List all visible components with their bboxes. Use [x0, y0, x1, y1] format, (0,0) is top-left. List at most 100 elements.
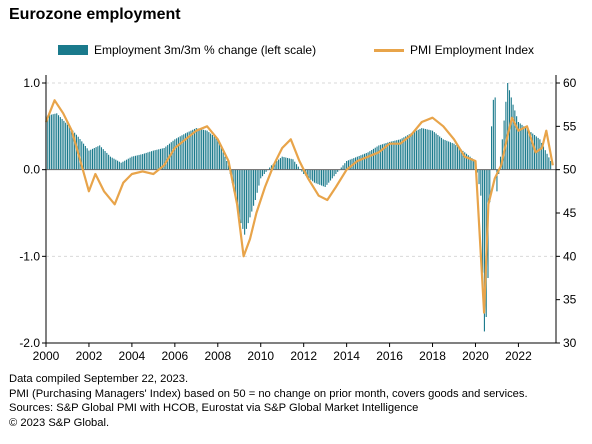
employment-bar — [371, 150, 373, 170]
employment-bar — [84, 145, 86, 170]
employment-bar — [496, 169, 498, 192]
employment-bar — [90, 149, 92, 170]
employment-bar — [516, 116, 518, 170]
employment-bar — [313, 169, 315, 183]
employment-bars — [45, 83, 552, 332]
notes: Data compiled September 22, 2023. PMI (P… — [9, 372, 528, 430]
employment-bar — [525, 127, 527, 170]
employment-bar — [159, 148, 162, 170]
employment-bar — [372, 148, 375, 170]
employment-bar — [202, 129, 205, 170]
bottom-axis-tick-label: 2016 — [376, 349, 403, 363]
chart-area: 1.0 0.0 -1.0 -2.0 60 55 50 45 40 35 30 2000 2002 2004… — [19, 75, 577, 363]
employment-bar — [190, 130, 192, 170]
employment-bar — [208, 132, 210, 170]
employment-bar — [279, 158, 281, 170]
note-compiled: Data compiled September 22, 2023. — [9, 373, 189, 385]
employment-bar — [145, 152, 147, 170]
pmi-line-path — [44, 99, 554, 314]
right-axis-tick-label: 30 — [563, 336, 577, 350]
employment-bar — [86, 148, 88, 170]
employment-bar — [378, 145, 380, 170]
employment-bar — [109, 156, 111, 170]
employment-bar — [278, 159, 280, 170]
employment-bar — [387, 142, 389, 170]
employment-bar — [312, 169, 314, 182]
employment-bar — [344, 163, 346, 170]
employment-bar — [501, 139, 503, 170]
employment-bar — [163, 148, 165, 170]
employment-bar — [235, 169, 237, 200]
employment-bar — [213, 136, 215, 170]
bottom-axis-tick-label: 2006 — [161, 349, 188, 363]
employment-bar — [210, 133, 212, 170]
employment-bar — [285, 157, 287, 170]
employment-bar — [405, 136, 407, 170]
employment-bar — [499, 156, 502, 170]
bottom-axis-tick-label: 2018 — [419, 349, 446, 363]
employment-bar — [310, 169, 312, 180]
note-copyright: © 2023 S&P Global. — [9, 416, 110, 429]
employment-bar — [462, 150, 464, 170]
employment-bar — [129, 157, 131, 170]
employment-bar — [542, 146, 545, 170]
employment-bar — [324, 169, 326, 187]
employment-bar — [406, 135, 409, 170]
employment-bar — [337, 169, 339, 172]
employment-bar — [512, 104, 514, 170]
employment-bar — [240, 169, 242, 224]
employment-bar — [211, 135, 213, 170]
employment-bar — [199, 128, 201, 170]
employment-bar — [102, 149, 104, 170]
employment-bar — [347, 160, 349, 170]
employment-bar — [238, 169, 240, 218]
employment-bar — [430, 130, 432, 170]
employment-bar — [91, 148, 94, 170]
employment-bar — [358, 155, 360, 170]
employment-bar — [57, 115, 60, 170]
bottom-axis-tick-label: 2004 — [119, 349, 146, 363]
employment-bar — [517, 122, 519, 170]
employment-bar — [59, 117, 61, 170]
employment-bar — [530, 132, 532, 170]
employment-bar — [288, 158, 290, 170]
note-pmi-definition: PMI (Purchasing Managers' Index) based o… — [9, 387, 528, 400]
employment-bar — [455, 145, 457, 170]
employment-bar — [541, 142, 543, 170]
employment-bar — [444, 140, 446, 170]
employment-bar — [177, 137, 179, 170]
employment-bar — [54, 113, 56, 170]
employment-bar — [376, 146, 378, 170]
employment-bar — [181, 135, 183, 170]
employment-bar — [233, 169, 235, 192]
right-axis-tick-label: 55 — [563, 119, 577, 133]
left-axis-tick-label: 1.0 — [23, 76, 40, 90]
employment-bar — [390, 141, 392, 170]
employment-bar — [478, 169, 480, 185]
employment-bar — [260, 169, 262, 179]
employment-bar — [287, 157, 289, 170]
left-axis-tick-label: -1.0 — [19, 249, 40, 263]
employment-bar — [118, 161, 120, 170]
employment-bar — [321, 169, 323, 186]
employment-bar — [385, 143, 387, 170]
employment-bar — [49, 115, 51, 170]
employment-bar — [179, 136, 181, 170]
employment-bar — [125, 159, 128, 170]
employment-bar — [489, 169, 491, 203]
employment-bar — [419, 128, 421, 170]
employment-bar — [226, 161, 228, 170]
employment-bar — [195, 128, 197, 170]
pmi-line — [44, 99, 554, 314]
employment-bar — [308, 169, 310, 179]
bottom-axis-tick-label: 2014 — [333, 349, 360, 363]
employment-bar — [50, 114, 52, 170]
employment-bar — [254, 169, 256, 200]
employment-bar — [81, 141, 83, 170]
right-axis-tick-label: 35 — [563, 293, 577, 307]
employment-bar — [417, 129, 419, 170]
employment-bar — [142, 154, 144, 170]
employment-bar — [510, 97, 512, 170]
employment-bar — [120, 162, 122, 170]
employment-bar — [256, 169, 258, 193]
